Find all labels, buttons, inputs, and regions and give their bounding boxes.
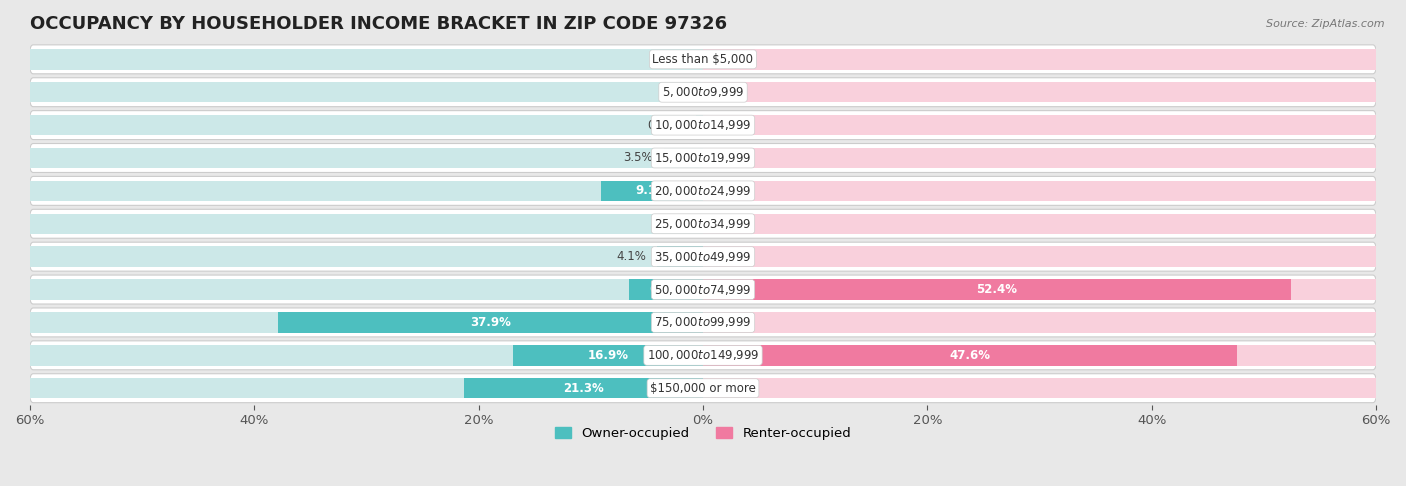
Bar xyxy=(30,115,703,135)
Bar xyxy=(30,345,703,365)
Bar xyxy=(703,279,1376,300)
Bar xyxy=(30,213,703,234)
Bar xyxy=(703,345,1376,365)
Bar xyxy=(703,181,1376,201)
Bar xyxy=(278,312,703,332)
Text: 4.1%: 4.1% xyxy=(616,250,645,263)
Text: 0.0%: 0.0% xyxy=(714,316,744,329)
Bar xyxy=(30,279,703,300)
Text: 6.6%: 6.6% xyxy=(650,283,682,296)
FancyBboxPatch shape xyxy=(30,45,1376,74)
Text: 0.0%: 0.0% xyxy=(714,217,744,230)
Legend: Owner-occupied, Renter-occupied: Owner-occupied, Renter-occupied xyxy=(550,421,856,445)
FancyBboxPatch shape xyxy=(30,242,1376,271)
Bar xyxy=(513,345,703,365)
Text: 37.9%: 37.9% xyxy=(470,316,510,329)
Text: 0.0%: 0.0% xyxy=(662,217,692,230)
Text: $5,000 to $9,999: $5,000 to $9,999 xyxy=(662,85,744,99)
Text: 0.0%: 0.0% xyxy=(662,86,692,99)
Bar xyxy=(703,378,1376,399)
Bar xyxy=(703,345,1237,365)
FancyBboxPatch shape xyxy=(30,374,1376,403)
Text: $150,000 or more: $150,000 or more xyxy=(650,382,756,395)
Text: 3.5%: 3.5% xyxy=(623,152,652,164)
Bar xyxy=(30,82,703,103)
Text: $15,000 to $19,999: $15,000 to $19,999 xyxy=(654,151,752,165)
Bar xyxy=(30,378,703,399)
Bar xyxy=(600,181,703,201)
Bar xyxy=(696,115,703,135)
Text: 21.3%: 21.3% xyxy=(564,382,603,395)
Text: 0.0%: 0.0% xyxy=(714,382,744,395)
Text: 0.0%: 0.0% xyxy=(714,53,744,66)
Bar xyxy=(628,279,703,300)
Bar xyxy=(703,246,1376,267)
Bar xyxy=(703,213,1376,234)
Text: Less than $5,000: Less than $5,000 xyxy=(652,53,754,66)
Text: OCCUPANCY BY HOUSEHOLDER INCOME BRACKET IN ZIP CODE 97326: OCCUPANCY BY HOUSEHOLDER INCOME BRACKET … xyxy=(30,15,727,33)
Bar xyxy=(664,148,703,168)
Bar xyxy=(30,312,703,332)
Text: $50,000 to $74,999: $50,000 to $74,999 xyxy=(654,282,752,296)
Text: 52.4%: 52.4% xyxy=(977,283,1018,296)
Text: $20,000 to $24,999: $20,000 to $24,999 xyxy=(654,184,752,198)
Text: 0.0%: 0.0% xyxy=(714,152,744,164)
Text: $75,000 to $99,999: $75,000 to $99,999 xyxy=(654,315,752,330)
Text: $10,000 to $14,999: $10,000 to $14,999 xyxy=(654,118,752,132)
Bar xyxy=(703,279,1291,300)
Bar xyxy=(30,246,703,267)
Bar xyxy=(30,49,703,69)
FancyBboxPatch shape xyxy=(30,176,1376,206)
Text: $100,000 to $149,999: $100,000 to $149,999 xyxy=(647,348,759,363)
Text: 9.1%: 9.1% xyxy=(636,184,668,197)
FancyBboxPatch shape xyxy=(30,111,1376,139)
Bar xyxy=(657,246,703,267)
Text: 47.6%: 47.6% xyxy=(949,349,991,362)
Text: Source: ZipAtlas.com: Source: ZipAtlas.com xyxy=(1267,19,1385,30)
Text: $35,000 to $49,999: $35,000 to $49,999 xyxy=(654,250,752,264)
Bar xyxy=(30,181,703,201)
Bar xyxy=(703,115,1376,135)
FancyBboxPatch shape xyxy=(30,341,1376,370)
Text: 16.9%: 16.9% xyxy=(588,349,628,362)
FancyBboxPatch shape xyxy=(30,308,1376,337)
Text: 0.0%: 0.0% xyxy=(714,119,744,132)
Text: 0.0%: 0.0% xyxy=(714,184,744,197)
Bar xyxy=(703,82,1376,103)
Bar xyxy=(703,49,1376,69)
Text: $25,000 to $34,999: $25,000 to $34,999 xyxy=(654,217,752,231)
Bar xyxy=(703,312,1376,332)
FancyBboxPatch shape xyxy=(30,78,1376,107)
FancyBboxPatch shape xyxy=(30,209,1376,238)
Text: 0.63%: 0.63% xyxy=(648,119,685,132)
FancyBboxPatch shape xyxy=(30,275,1376,304)
FancyBboxPatch shape xyxy=(30,143,1376,173)
Bar xyxy=(464,378,703,399)
Bar xyxy=(30,148,703,168)
Text: 0.0%: 0.0% xyxy=(662,53,692,66)
Text: 0.0%: 0.0% xyxy=(714,250,744,263)
Text: 0.0%: 0.0% xyxy=(714,86,744,99)
Bar xyxy=(703,148,1376,168)
